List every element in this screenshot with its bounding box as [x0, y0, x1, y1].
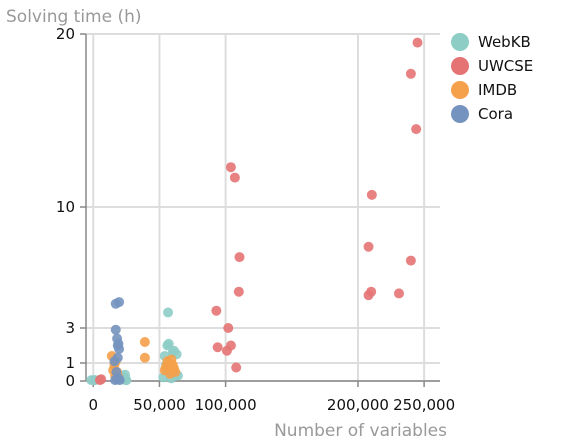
legend-marker-webkb: [451, 33, 469, 51]
y-tick-label: 10: [56, 198, 75, 216]
data-point-uwcse: [366, 189, 377, 200]
y-tick-label: 1: [65, 354, 75, 372]
data-point-uwcse: [233, 286, 244, 297]
x-tick-label: 250,000: [393, 396, 455, 414]
data-point-imdb: [166, 354, 177, 365]
data-point-uwcse: [366, 286, 377, 297]
legend-label-uwcse: UWCSE: [478, 57, 533, 75]
data-point-imdb: [139, 352, 150, 363]
data-point-uwcse: [412, 37, 423, 48]
data-point-cora: [110, 324, 121, 335]
x-tick-label: 200,000: [327, 396, 389, 414]
y-tick-label: 20: [56, 25, 75, 43]
legend-marker-imdb: [451, 81, 469, 99]
data-point-cora: [114, 344, 125, 354]
data-point-uwcse: [363, 241, 374, 252]
legend-marker-uwcse: [451, 57, 469, 75]
x-tick-label: 100,000: [195, 396, 257, 414]
y-tick-label: 3: [65, 319, 75, 337]
data-point-uwcse: [225, 162, 236, 173]
data-point-webkb: [163, 307, 174, 318]
data-point-uwcse: [393, 288, 404, 299]
legend-label-cora: Cora: [478, 105, 513, 123]
data-point-uwcse: [411, 124, 422, 135]
data-points: [86, 37, 423, 386]
x-tick-label: 0: [89, 396, 99, 414]
legend: WebKB UWCSE IMDB Cora: [451, 33, 533, 123]
legend-label-imdb: IMDB: [478, 81, 517, 99]
data-point-uwcse: [223, 323, 234, 333]
x-axis-title: Number of variables: [274, 421, 447, 441]
data-point-uwcse: [229, 172, 240, 183]
y-tick-label: 0: [65, 372, 75, 390]
legend-marker-cora: [451, 105, 469, 123]
data-point-uwcse: [211, 305, 222, 316]
data-point-uwcse: [212, 342, 223, 353]
grid: [86, 33, 440, 382]
y-axis-title: Solving time (h): [6, 7, 142, 27]
data-point-imdb: [139, 337, 150, 347]
data-point-uwcse: [225, 340, 236, 351]
data-point-uwcse: [234, 252, 245, 263]
data-point-cora: [114, 375, 125, 386]
data-point-uwcse: [405, 68, 416, 79]
legend-label-webkb: WebKB: [478, 33, 531, 51]
x-tick-label: 50,000: [133, 396, 186, 414]
data-point-uwcse: [96, 374, 107, 385]
data-point-imdb: [170, 367, 181, 377]
data-point-webkb: [163, 338, 174, 349]
data-point-cora: [112, 352, 123, 363]
data-point-cora: [114, 297, 125, 308]
data-point-uwcse: [231, 362, 242, 373]
data-point-uwcse: [405, 255, 416, 266]
